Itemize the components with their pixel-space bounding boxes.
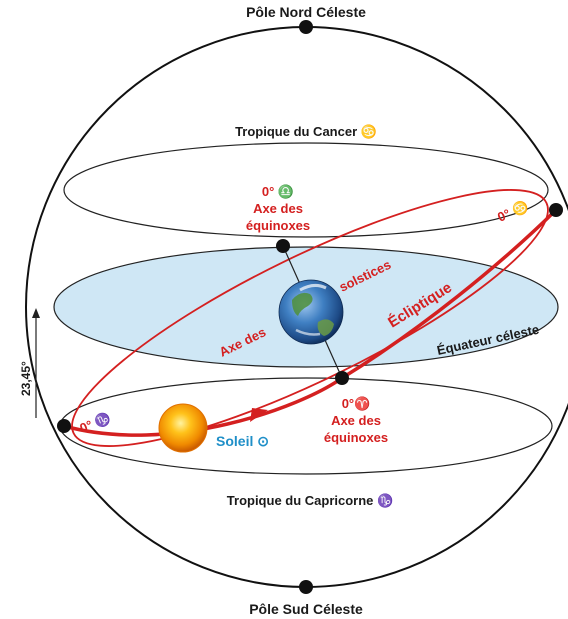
tilt-angle-label: 23,45° [19, 361, 33, 396]
earth-icon [278, 279, 344, 345]
equinox-top-axis-line1: Axe des [253, 201, 303, 216]
solstice-capricorn-point [57, 419, 71, 433]
tropic-cancer-label: Tropique du Cancer ♋ [235, 124, 377, 139]
solstice-cancer-point [549, 203, 563, 217]
south-pole-point [299, 580, 313, 594]
equinox-spring-point [335, 371, 349, 385]
tropic-capricorn-label: Tropique du Capricorne ♑ [227, 493, 393, 508]
equinox-autumn-point [276, 239, 290, 253]
equinox-bottom-axis-line1: Axe des [331, 413, 381, 428]
sun-icon [158, 403, 208, 453]
south-pole-label: Pôle Sud Céleste [249, 601, 363, 617]
north-pole-label: Pôle Nord Céleste [246, 4, 366, 20]
north-pole-point [299, 20, 313, 34]
equinox-top-axis-line2: équinoxes [246, 218, 310, 233]
equinox-bottom-axis-line2: équinoxes [324, 430, 388, 445]
tropic-cancer-circle [63, 142, 549, 238]
equinox-bottom-degree-label: 0°♈ [342, 396, 371, 411]
tropic-capricorn-circle [59, 377, 553, 475]
ecliptic-direction-arrow [250, 408, 268, 422]
sun-label: Soleil ⊙ [216, 433, 269, 449]
equinox-top-degree-label: 0° ♎ [262, 184, 294, 199]
solstice-cancer-degree-label: 0° ♋ [495, 198, 531, 225]
tilt-arrow [32, 308, 40, 418]
